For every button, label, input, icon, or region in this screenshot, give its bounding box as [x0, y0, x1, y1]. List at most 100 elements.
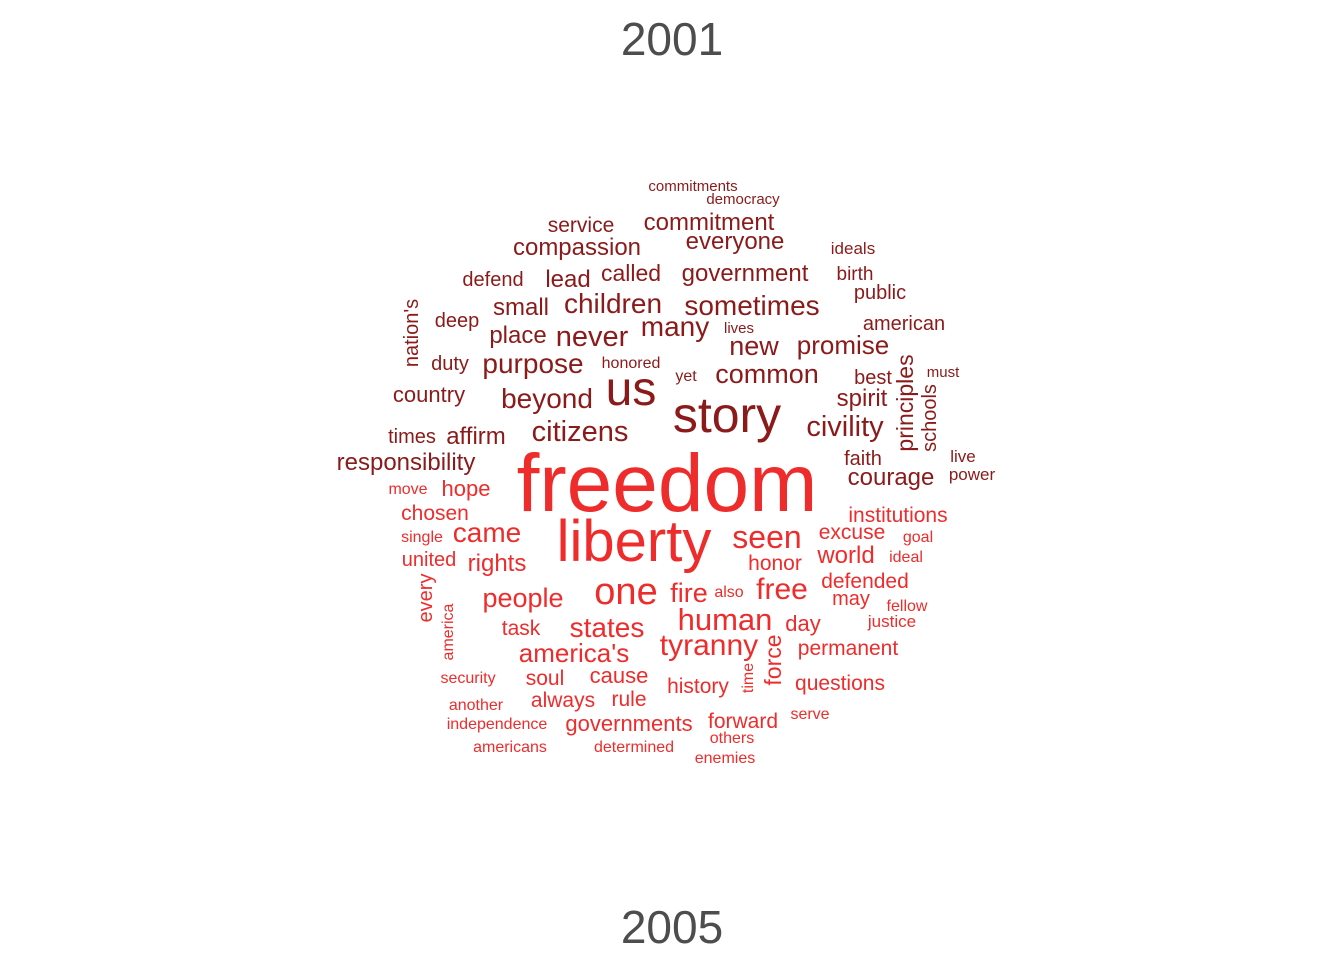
word-2005-rights: rights — [468, 550, 527, 577]
group-label-2005: 2005 — [620, 901, 724, 953]
word-2005-chosen: chosen — [401, 502, 469, 525]
word-2001-best: best — [854, 367, 892, 389]
word-2001-civility: civility — [806, 411, 884, 443]
word-2005-institutions: institutions — [848, 504, 947, 527]
group-label-2001: 2001 — [620, 13, 724, 65]
word-2001-government: government — [682, 260, 809, 287]
word-2005-day: day — [785, 611, 820, 636]
word-2001-honored: honored — [602, 355, 661, 372]
word-2001-ideals: ideals — [831, 239, 875, 258]
word-2001-many: many — [641, 311, 709, 342]
word-2005-hope: hope — [442, 476, 491, 501]
word-2001-new: new — [729, 331, 779, 361]
word-2005-america: america — [440, 603, 457, 660]
word-2001-must: must — [927, 364, 960, 381]
word-2005-fire: fire — [670, 578, 708, 608]
word-2005-also: also — [714, 584, 743, 601]
word-2001-sometimes: sometimes — [684, 290, 819, 321]
word-2001-children: children — [564, 288, 662, 319]
word-2005-came: came — [453, 517, 521, 548]
word-2001-citizens: citizens — [532, 416, 629, 448]
word-2005-force: force — [760, 634, 786, 685]
word-2001-small: small — [493, 294, 549, 321]
word-2005-soul: soul — [526, 667, 565, 690]
word-2001-faith: faith — [844, 448, 882, 470]
word-2005-human: human — [678, 602, 773, 637]
word-2005-time: time — [740, 663, 757, 693]
word-2005-rule: rule — [611, 688, 646, 711]
word-2005-liberty: liberty — [557, 509, 712, 574]
word-2005-america-s: america's — [519, 638, 629, 668]
word-2005-seen: seen — [732, 519, 801, 555]
word-2001-deep: deep — [435, 310, 480, 332]
word-2005-another: another — [449, 697, 504, 714]
word-2005-people: people — [482, 583, 563, 613]
word-2005-every: every — [415, 574, 437, 623]
word-2005-defended: defended — [821, 570, 909, 593]
word-2005-tyranny: tyranny — [660, 629, 758, 662]
word-2005-fellow: fellow — [887, 598, 928, 615]
word-2005-americans: americans — [473, 739, 547, 756]
word-2001-promise: promise — [797, 330, 889, 360]
word-2005-move: move — [388, 481, 427, 498]
word-2001-common: common — [715, 359, 819, 389]
word-2001-nation-s: nation's — [401, 299, 423, 367]
word-2005-freedom: freedom — [517, 438, 818, 529]
word-2001-american: american — [863, 313, 945, 335]
word-2001-defend: defend — [462, 269, 523, 291]
word-2001-birth: birth — [837, 264, 874, 285]
word-2001-lives: lives — [724, 320, 754, 337]
word-2005-single: single — [401, 529, 443, 546]
word-2001-responsibility: responsibility — [337, 449, 476, 476]
word-2001-country: country — [393, 382, 465, 407]
word-2005-serve: serve — [790, 706, 829, 723]
word-2005-one: one — [594, 571, 657, 613]
word-2005-history: history — [667, 675, 729, 698]
word-2005-determined: determined — [594, 739, 674, 756]
word-2001-purpose: purpose — [482, 348, 583, 379]
word-2005-united: united — [402, 549, 457, 571]
word-2005-free: free — [756, 573, 808, 606]
word-2005-always: always — [531, 689, 595, 712]
word-2001-commitment: commitment — [644, 209, 775, 236]
word-2005-permanent: permanent — [798, 637, 899, 660]
word-2001-place: place — [489, 322, 546, 349]
word-2005-excuse: excuse — [819, 521, 886, 544]
word-2005-enemies: enemies — [695, 750, 755, 767]
word-2005-cause: cause — [590, 663, 649, 688]
word-2005-governments: governments — [565, 711, 692, 736]
word-2001-compassion: compassion — [513, 234, 641, 261]
word-2005-goal: goal — [903, 529, 933, 546]
word-2001-never: never — [556, 321, 629, 353]
word-2005-questions: questions — [795, 672, 885, 695]
word-2005-states: states — [570, 612, 645, 643]
word-2001-spirit: spirit — [837, 385, 888, 412]
word-2001-duty: duty — [431, 353, 469, 375]
word-2005-ideal: ideal — [889, 549, 923, 566]
word-2001-courage: courage — [848, 464, 935, 491]
word-2005-honor: honor — [748, 552, 802, 575]
word-2001-yet: yet — [675, 368, 697, 385]
word-2005-others: others — [710, 730, 754, 747]
word-2001-schools: schools — [919, 384, 941, 452]
word-2001-called: called — [601, 260, 661, 286]
word-2001-service: service — [548, 214, 615, 237]
word-2001-power: power — [949, 465, 996, 484]
word-2001-lead: lead — [545, 266, 590, 293]
word-2001-times: times — [388, 426, 436, 448]
word-2005-independence: independence — [447, 716, 548, 733]
word-2001-us: us — [606, 363, 657, 416]
word-2001-beyond: beyond — [501, 383, 593, 414]
word-2001-story: story — [673, 387, 781, 443]
word-2005-security: security — [440, 670, 495, 687]
word-2005-task: task — [502, 617, 541, 640]
word-2001-commitments: commitments — [648, 178, 737, 195]
word-2005-may: may — [832, 588, 870, 610]
word-2001-principles: principles — [892, 354, 918, 451]
word-2001-public: public — [854, 282, 906, 304]
word-2001-live: live — [950, 447, 976, 466]
word-2005-world: world — [816, 542, 874, 569]
word-2001-democracy: democracy — [706, 191, 780, 208]
word-2001-everyone: everyone — [686, 228, 785, 255]
